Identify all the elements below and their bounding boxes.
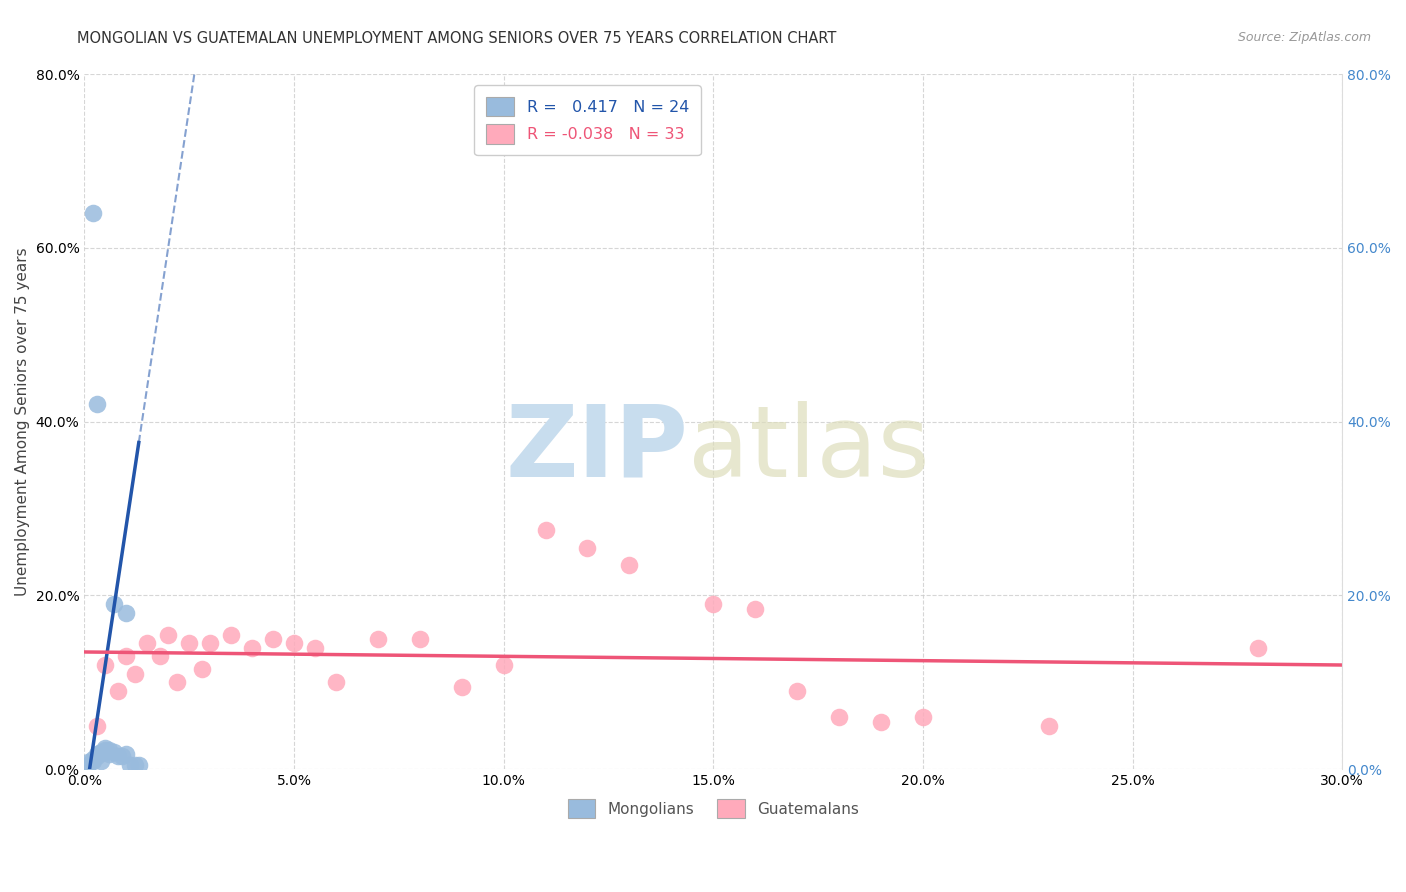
Point (77, 756, 100, 770)
Point (702, 597, 724, 611)
Point (120, 758, 142, 772)
Point (107, 684, 129, 698)
Point (98, 747, 121, 761)
Point (111, 749, 134, 764)
Point (115, 747, 138, 761)
Point (190, 662, 212, 676)
Point (744, 601, 766, 615)
Point (304, 640, 326, 655)
Point (94, 740, 117, 755)
Point (86, 747, 108, 761)
Point (103, 745, 125, 759)
Point (82, 754, 104, 768)
Point (103, 597, 125, 611)
Legend: Mongolians, Guatemalans: Mongolians, Guatemalans (561, 793, 865, 824)
Point (619, 558, 641, 572)
Text: ZIP: ZIP (505, 401, 688, 498)
Point (409, 632, 432, 646)
Point (128, 758, 150, 772)
Point (149, 649, 172, 664)
Point (219, 627, 242, 641)
Point (325, 675, 347, 690)
Point (90, 754, 112, 768)
Point (828, 710, 851, 724)
Point (179, 636, 201, 650)
Point (124, 758, 146, 772)
Text: atlas: atlas (688, 401, 929, 498)
Point (576, 541, 599, 555)
Point (86, 749, 108, 764)
Point (86, 397, 108, 411)
Point (86, 719, 108, 733)
Point (198, 636, 221, 650)
Point (82, 752, 104, 766)
Text: Source: ZipAtlas.com: Source: ZipAtlas.com (1237, 31, 1371, 45)
Point (136, 636, 159, 650)
Point (240, 640, 263, 655)
Point (94, 745, 117, 759)
Point (450, 680, 472, 694)
Point (157, 627, 180, 641)
Point (77, 758, 100, 772)
Point (94, 743, 117, 757)
Point (94, 658, 117, 673)
Point (786, 684, 808, 698)
Point (98, 743, 121, 757)
Point (166, 675, 188, 690)
Point (115, 649, 138, 664)
Point (82, 206, 104, 220)
Point (115, 606, 138, 620)
Point (367, 632, 389, 646)
Point (1247, 640, 1270, 655)
Point (90, 745, 112, 759)
Point (534, 524, 557, 538)
Point (283, 636, 305, 650)
Point (107, 749, 129, 764)
Point (1038, 719, 1060, 733)
Y-axis label: Unemployment Among Seniors over 75 years: Unemployment Among Seniors over 75 years (15, 247, 30, 596)
Text: MONGOLIAN VS GUATEMALAN UNEMPLOYMENT AMONG SENIORS OVER 75 YEARS CORRELATION CHA: MONGOLIAN VS GUATEMALAN UNEMPLOYMENT AMO… (77, 31, 837, 46)
Point (870, 714, 893, 729)
Point (262, 632, 284, 646)
Point (911, 710, 934, 724)
Point (492, 658, 515, 673)
Point (124, 666, 146, 681)
